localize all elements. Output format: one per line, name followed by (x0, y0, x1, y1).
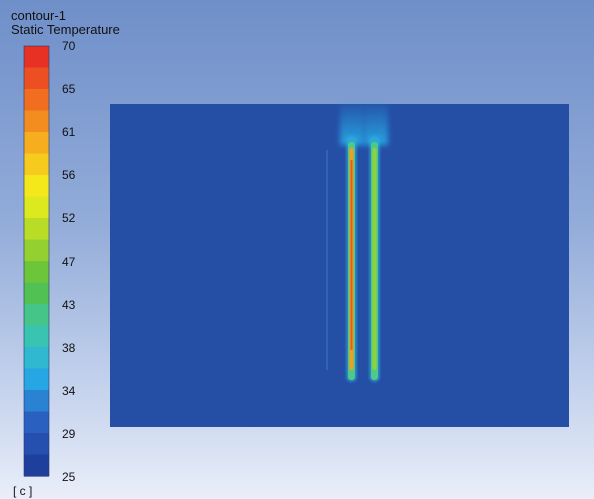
colorbar-tick-label: 34 (62, 383, 76, 398)
colorbar-band (24, 368, 49, 391)
domain-surface[interactable] (110, 104, 569, 427)
colorbar-band (24, 239, 49, 262)
colorbar-tick-label: 38 (62, 340, 76, 355)
hot-plate-left (346, 136, 357, 382)
colorbar-tick-label: 47 (62, 254, 76, 269)
colorbar-tick-label: 70 (62, 39, 76, 53)
colorbar-tick-label: 52 (62, 211, 76, 226)
colorbar-tick-label: 43 (62, 297, 76, 312)
colorbar-tick-label: 65 (62, 82, 76, 97)
colorbar-band (24, 325, 49, 348)
colorbar-band (24, 411, 49, 434)
colorbar (23, 45, 50, 477)
colorbar-band (24, 390, 49, 413)
colorbar-band (24, 67, 49, 90)
colorbar-tick-label: 61 (62, 125, 76, 140)
colorbar-border (23, 45, 50, 477)
colorbar-band (24, 218, 49, 241)
colorbar-band (24, 89, 49, 112)
contour-name: contour-1 (11, 8, 66, 23)
colorbar-band (24, 153, 49, 176)
unit-label: [ c ] (13, 484, 33, 498)
colorbar-band (24, 282, 49, 305)
colorbar-band (24, 132, 49, 155)
colorbar-band (24, 433, 49, 456)
colorbar-band (24, 110, 49, 133)
colorbar-tick-label: 56 (62, 168, 76, 183)
colorbar-band (24, 46, 49, 69)
colorbar-band (24, 347, 49, 370)
colorbar-band (24, 261, 49, 284)
colorbar-tick-label: 29 (62, 426, 76, 441)
colorbar-band (24, 175, 49, 198)
colorbar-tick-label: 25 (62, 470, 76, 484)
colorbar-band (24, 196, 49, 219)
contour-variable-label: Static Temperature (11, 22, 120, 37)
hot-plate-right (369, 136, 380, 382)
colorbar-band (24, 454, 49, 477)
colorbar-band (24, 304, 49, 327)
